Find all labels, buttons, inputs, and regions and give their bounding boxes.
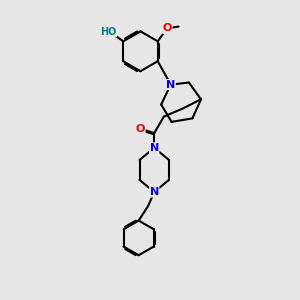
- Text: N: N: [150, 187, 159, 197]
- Text: N: N: [166, 80, 175, 90]
- Text: O: O: [163, 23, 172, 33]
- Text: N: N: [150, 143, 159, 153]
- Text: O: O: [136, 124, 145, 134]
- Text: HO: HO: [100, 27, 117, 37]
